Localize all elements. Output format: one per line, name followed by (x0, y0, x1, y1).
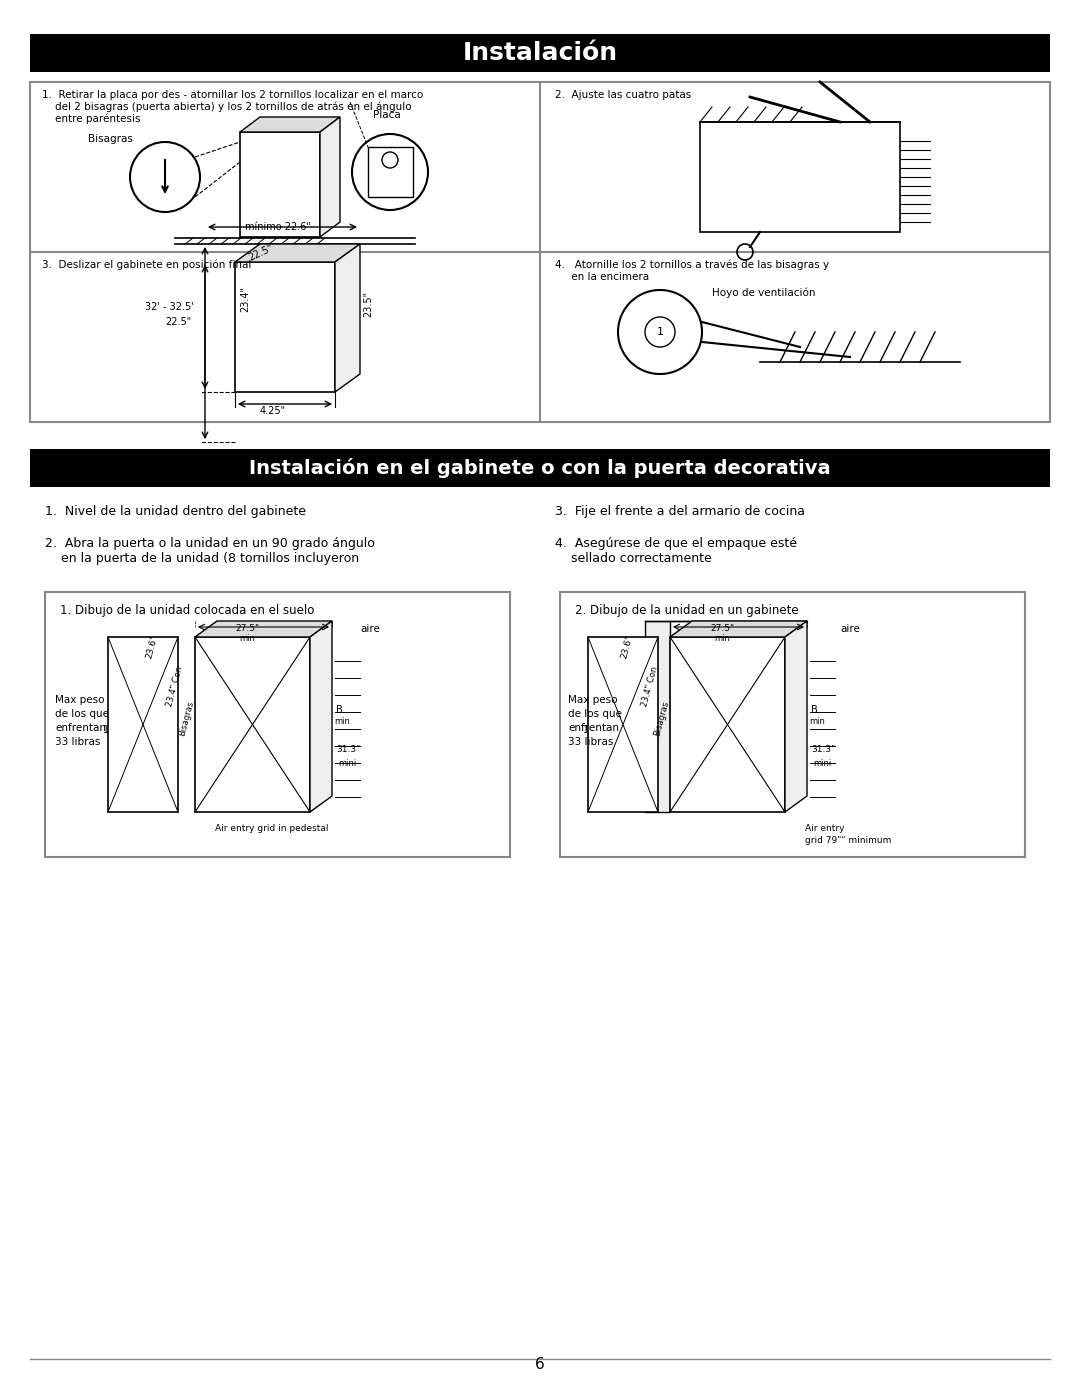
Text: 33 libras: 33 libras (568, 738, 613, 747)
Bar (670, 637, 785, 812)
Text: Placa: Placa (373, 110, 401, 120)
Text: Instalación: Instalación (462, 41, 618, 66)
Polygon shape (670, 622, 807, 637)
Text: de los que: de los que (55, 710, 109, 719)
Text: de los que: de los que (568, 710, 622, 719)
Text: 27.5": 27.5" (235, 624, 259, 633)
Text: 1.  Nivel de la unidad dentro del gabinete: 1. Nivel de la unidad dentro del gabinet… (45, 504, 306, 518)
Text: 6: 6 (535, 1356, 545, 1372)
Text: enfrentan: enfrentan (55, 724, 106, 733)
Bar (108, 637, 178, 812)
Polygon shape (235, 244, 360, 263)
Polygon shape (240, 117, 340, 131)
Text: Bisagras: Bisagras (87, 134, 133, 144)
Text: 33 libras: 33 libras (55, 738, 100, 747)
Text: B: B (336, 705, 342, 715)
Bar (195, 637, 310, 812)
Text: 2. Dibujo de la unidad en un gabinete: 2. Dibujo de la unidad en un gabinete (575, 604, 798, 617)
Text: mini: mini (813, 759, 832, 768)
Polygon shape (310, 622, 332, 812)
Text: aire: aire (360, 624, 380, 634)
Text: Instalación en el gabinete o con la puerta decorativa: Instalación en el gabinete o con la puer… (249, 458, 831, 478)
Text: 4.  Asegúrese de que el empaque esté
    sellado correctamente: 4. Asegúrese de que el empaque esté sell… (555, 536, 797, 564)
Text: Bisagras: Bisagras (652, 700, 670, 738)
Text: Air entry: Air entry (805, 824, 845, 833)
Polygon shape (335, 244, 360, 393)
Text: aire: aire (840, 624, 860, 634)
Bar (235, 263, 335, 393)
Bar (45, 592, 510, 856)
Text: 23.4" Con: 23.4" Con (640, 665, 660, 707)
Bar (240, 131, 320, 237)
Text: 1.  Retirar la placa por des - atornillar los 2 tornillos localizar en el marco
: 1. Retirar la placa por des - atornillar… (42, 89, 423, 124)
Text: min: min (334, 717, 350, 726)
Text: 23.6": 23.6" (145, 634, 160, 659)
Bar (30, 82, 1050, 422)
Text: 1: 1 (583, 725, 589, 735)
Text: enfrentan: enfrentan (568, 724, 619, 733)
Polygon shape (645, 622, 670, 812)
Text: min: min (239, 634, 255, 643)
Text: 3.  Fije el frente a del armario de cocina: 3. Fije el frente a del armario de cocin… (555, 504, 805, 518)
Text: 2.  Ajuste las cuatro patas: 2. Ajuste las cuatro patas (555, 89, 691, 101)
Text: Max peso: Max peso (55, 694, 105, 705)
Polygon shape (785, 622, 807, 812)
Text: mínimo 22.6": mínimo 22.6" (245, 222, 311, 232)
Text: 4.25": 4.25" (260, 407, 286, 416)
Polygon shape (320, 117, 340, 237)
Text: Bisagras: Bisagras (177, 700, 195, 738)
Text: Air entry grid in pedestal: Air entry grid in pedestal (215, 824, 328, 833)
Text: 22.5": 22.5" (165, 317, 191, 327)
Text: grid 79"" minimum: grid 79"" minimum (805, 835, 891, 845)
Text: Max peso: Max peso (568, 694, 618, 705)
Text: 31.3": 31.3" (336, 745, 361, 754)
Text: 23.5": 23.5" (363, 291, 373, 317)
Text: 2.  Abra la puerta o la unidad en un 90 grado ángulo
    en la puerta de la unid: 2. Abra la puerta o la unidad en un 90 g… (45, 536, 375, 564)
Text: 23.6": 23.6" (620, 634, 635, 659)
Text: mini: mini (338, 759, 356, 768)
Bar (30, 448, 1050, 488)
Text: 4.   Atornille los 2 tornillos a través de las bisagras y
     en la encimera: 4. Atornille los 2 tornillos a través de… (555, 260, 829, 282)
Text: 1: 1 (657, 327, 664, 337)
Bar (561, 592, 1025, 856)
Text: 23.4" Con: 23.4" Con (165, 665, 185, 707)
Text: 23.4": 23.4" (240, 286, 249, 312)
Text: 32' - 32.5': 32' - 32.5' (145, 302, 193, 312)
Bar (368, 147, 413, 197)
Text: 27.5": 27.5" (710, 624, 734, 633)
Bar (588, 637, 658, 812)
Text: 3.  Deslizar el gabinete en posición final: 3. Deslizar el gabinete en posición fina… (42, 260, 252, 271)
Text: Hoyo de ventilación: Hoyo de ventilación (712, 286, 815, 298)
Bar (700, 122, 900, 232)
Text: min: min (809, 717, 825, 726)
Text: 31.3": 31.3" (811, 745, 835, 754)
Text: 22.5": 22.5" (247, 243, 275, 263)
Polygon shape (195, 622, 332, 637)
Text: B: B (811, 705, 818, 715)
Text: min: min (714, 634, 730, 643)
Bar (30, 34, 1050, 73)
Text: 1. Dibujo de la unidad colocada en el suelo: 1. Dibujo de la unidad colocada en el su… (60, 604, 314, 617)
Text: 1: 1 (103, 725, 109, 735)
